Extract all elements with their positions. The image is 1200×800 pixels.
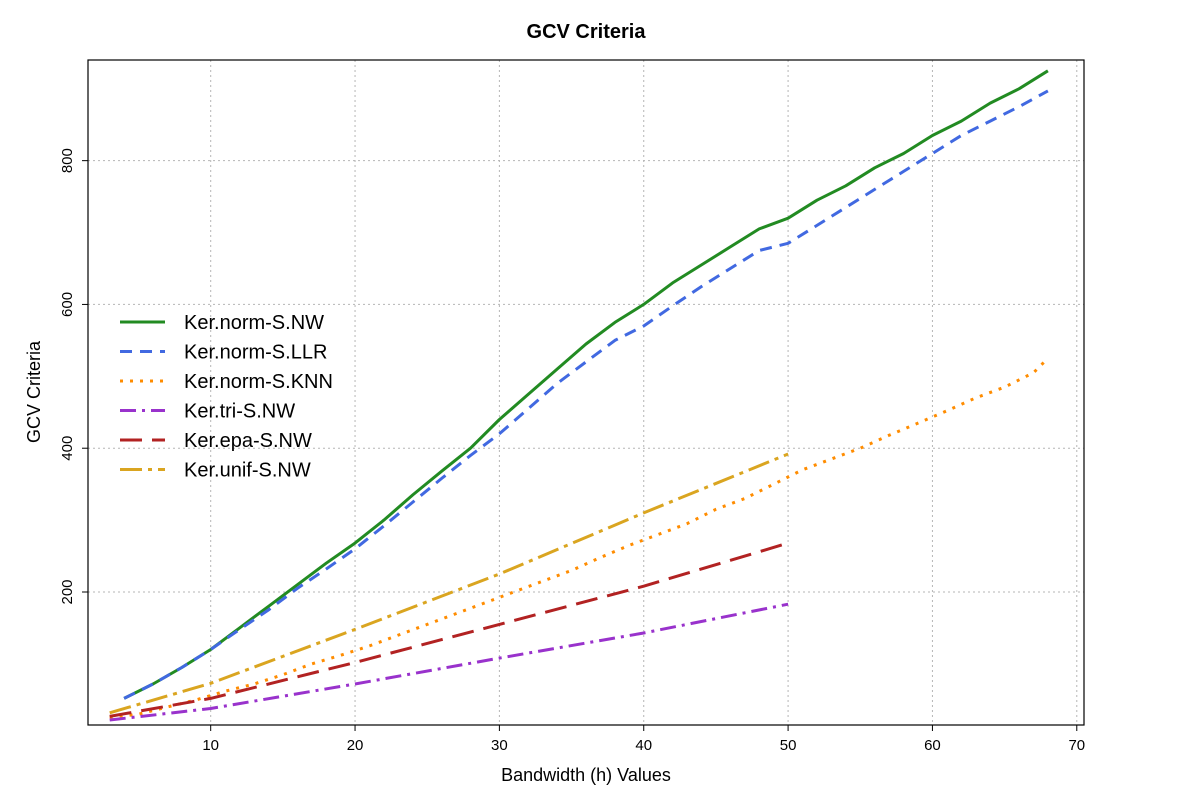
series-line-5 (109, 541, 789, 718)
series-line-2 (123, 89, 1049, 700)
series-line-4 (109, 602, 789, 722)
legend-label: Ker.epa-S.NW (184, 430, 312, 452)
legend-label: Ker.tri-S.NW (184, 401, 295, 423)
y-tick-label: 400 (59, 436, 76, 461)
x-axis-label: Bandwidth (h) Values (501, 765, 671, 785)
y-axis-label: GCV Criteria (24, 340, 44, 443)
plot-frame (87, 59, 1085, 726)
legend-label: Ker.norm-S.LLR (184, 342, 327, 364)
x-tick-label: 20 (347, 737, 364, 754)
y-tick-label: 600 (59, 292, 76, 317)
y-tick-label: 200 (59, 579, 76, 604)
x-tick-label: 50 (780, 737, 797, 754)
series-line-1 (123, 69, 1049, 700)
legend: Ker.norm-S.NW Ker.norm-S.LLR Ker.norm-S.KN… (120, 312, 333, 482)
series-lines (109, 69, 1049, 722)
x-tick-label: 60 (924, 737, 941, 754)
axes: 10 20 30 40 50 60 70 200 400 600 800 (59, 148, 1085, 754)
x-tick-label: 30 (491, 737, 508, 754)
legend-label: Ker.norm-S.KNN (184, 371, 333, 393)
legend-label: Ker.unif-S.NW (184, 460, 311, 482)
series-line-6 (109, 452, 789, 715)
x-tick-label: 70 (1068, 737, 1085, 754)
legend-label: Ker.norm-S.NW (184, 312, 324, 334)
y-tick-label: 800 (59, 148, 76, 173)
series-line-3 (109, 357, 1049, 720)
grid (88, 60, 1084, 725)
x-tick-label: 40 (635, 737, 652, 754)
x-tick-label: 10 (202, 737, 219, 754)
chart-title: GCV Criteria (527, 21, 647, 43)
